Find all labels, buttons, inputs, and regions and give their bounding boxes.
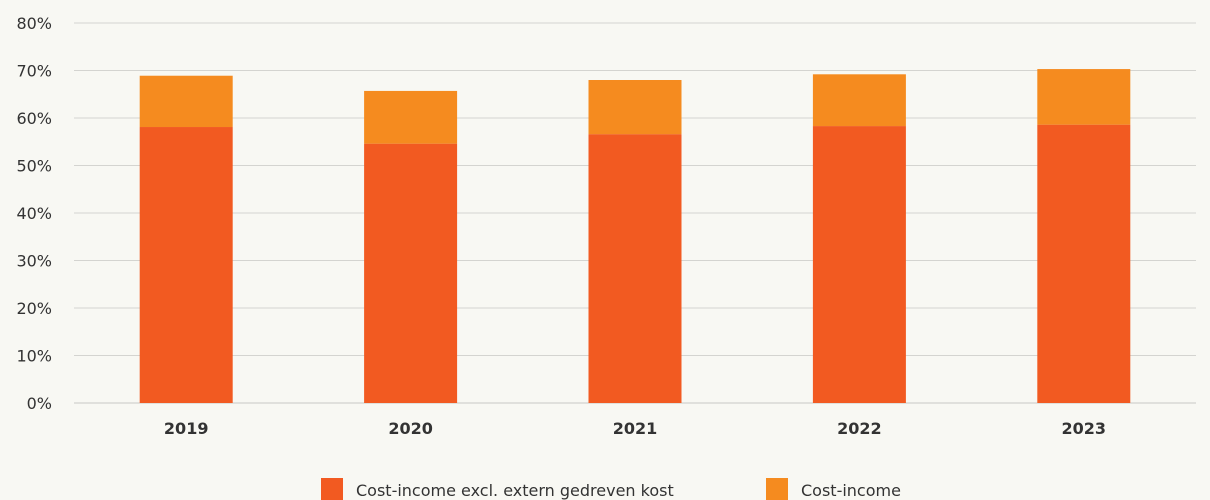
bar-cost-income-excl-2022 xyxy=(812,126,906,403)
legend: Cost-income excl. extern gedreven kost Co… xyxy=(321,478,901,500)
x-category-label: 2023 xyxy=(1062,419,1107,438)
bar-cost-income-excl-2020 xyxy=(364,143,458,403)
bar-cost-income-2021 xyxy=(588,80,682,135)
y-axis-tick-labels: 0% 10% 20% 30% 40% 50% 60% 70% 80% xyxy=(16,14,52,413)
bar-cost-income-excl-2021 xyxy=(588,134,682,403)
y-tick-label: 70% xyxy=(16,62,52,81)
x-category-label: 2022 xyxy=(837,419,882,438)
bar-cost-income-2020 xyxy=(364,90,458,144)
x-axis-category-labels: 2019 2020 2021 2022 2023 xyxy=(164,419,1106,438)
x-category-label: 2021 xyxy=(613,419,658,438)
x-category-label: 2020 xyxy=(388,419,433,438)
legend-swatch xyxy=(321,478,343,500)
y-tick-label: 0% xyxy=(27,394,52,413)
y-tick-label: 20% xyxy=(16,299,52,318)
bars xyxy=(139,69,1131,404)
y-tick-label: 40% xyxy=(16,204,52,223)
bar-cost-income-excl-2019 xyxy=(139,127,233,404)
bar-cost-income-excl-2023 xyxy=(1037,124,1131,404)
y-tick-label: 50% xyxy=(16,157,52,176)
bar-cost-income-2019 xyxy=(139,75,233,128)
bar-cost-income-2023 xyxy=(1037,69,1131,125)
y-tick-label: 60% xyxy=(16,109,52,128)
y-tick-label: 80% xyxy=(16,14,52,33)
y-tick-label: 30% xyxy=(16,252,52,271)
legend-swatch xyxy=(766,478,788,500)
bar-cost-income-2022 xyxy=(812,74,906,127)
y-tick-label: 10% xyxy=(16,347,52,366)
x-category-label: 2019 xyxy=(164,419,209,438)
legend-label: Cost-income xyxy=(801,481,901,500)
legend-label: Cost-income excl. extern gedreven kost xyxy=(356,481,674,500)
